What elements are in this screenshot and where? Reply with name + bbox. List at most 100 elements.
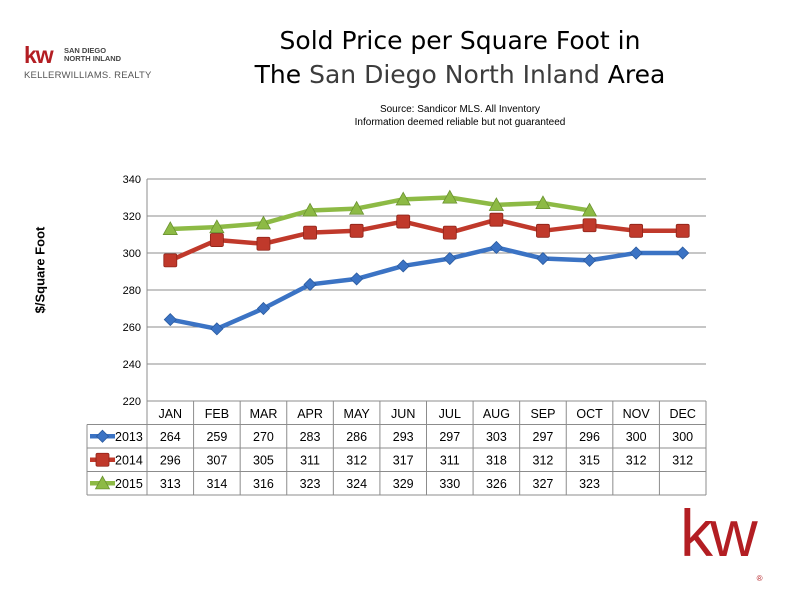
title-post: Area <box>607 60 666 89</box>
data-point-2015 <box>535 195 551 210</box>
data-point-2015 <box>488 197 505 211</box>
legend-key-marker-2015 <box>94 475 111 490</box>
x-tick-label: MAY <box>344 407 371 421</box>
chart-title-line2: The San Diego North Inland Area <box>180 60 740 89</box>
data-point-2014 <box>256 236 271 251</box>
x-tick-label: NOV <box>623 407 651 421</box>
legend-key-marker-2014 <box>95 452 110 467</box>
table-cell-2015: 316 <box>253 477 274 491</box>
series-line-2013 <box>168 245 685 332</box>
x-tick-label: OCT <box>576 407 603 421</box>
table-cell-2014: 317 <box>393 453 414 467</box>
y-tick-label: 240 <box>123 359 141 371</box>
x-tick-label: APR <box>297 407 323 421</box>
legend-label-2015: 2015 <box>115 477 143 491</box>
data-point-2013 <box>303 277 317 292</box>
data-point-2013 <box>443 251 457 266</box>
table-cell-2013: 297 <box>439 430 460 444</box>
data-point-2014 <box>396 214 411 229</box>
kw-logo-mark: kw <box>24 42 54 68</box>
table-cell-2013: 259 <box>206 430 227 444</box>
table-cell-2014: 305 <box>253 453 274 467</box>
table-cell-2013: 297 <box>533 430 554 444</box>
logo-region-line2: NORTH INLAND <box>64 54 122 63</box>
data-point-2013 <box>536 251 550 266</box>
table-cell-2014: 312 <box>346 453 367 467</box>
data-point-2015 <box>348 200 365 215</box>
registered-mark: ® <box>756 574 763 583</box>
data-point-2013 <box>210 322 224 336</box>
data-point-2014 <box>349 223 364 238</box>
keller-williams-logo: kw SAN DIEGO NORTH INLAND KELLERWILLIAMS… <box>24 44 164 84</box>
table-cell-2013: 303 <box>486 430 507 444</box>
table-cell-2013: 293 <box>393 430 414 444</box>
legend-label-2013: 2013 <box>115 430 143 444</box>
data-point-2014 <box>303 225 317 240</box>
data-point-2015 <box>581 202 598 217</box>
x-tick-label: JAN <box>158 407 182 421</box>
table-cell-2013: 264 <box>160 430 181 444</box>
x-tick-label: SEP <box>530 407 555 421</box>
table-cell-2013: 286 <box>346 430 367 444</box>
series-line-2014 <box>168 217 685 263</box>
table-cell-2015: 313 <box>160 477 181 491</box>
data-point-2013 <box>350 272 364 286</box>
x-tick-label: FEB <box>205 407 229 421</box>
table-cell-2015: 329 <box>393 477 414 491</box>
table-cell-2014: 312 <box>533 453 554 467</box>
data-point-2015 <box>442 189 458 204</box>
table-cell-2015: 323 <box>300 477 321 491</box>
logo-region: SAN DIEGO NORTH INLAND <box>64 47 121 63</box>
data-point-2013 <box>629 246 643 260</box>
table-cell-2015: 326 <box>486 477 507 491</box>
table-cell-2014: 312 <box>626 453 647 467</box>
table-cell-2013: 270 <box>253 430 274 444</box>
data-point-2013 <box>256 301 271 316</box>
kw-logo-large: kw® <box>680 500 763 583</box>
table-cell-2013: 296 <box>579 430 600 444</box>
chart-title-line1: Sold Price per Square Foot in <box>279 26 641 55</box>
logo-brand: KELLERWILLIAMS. REALTY <box>24 70 152 81</box>
data-point-2014 <box>536 223 550 238</box>
series-line-2015 <box>168 195 592 232</box>
title-pre: The <box>254 60 302 89</box>
logo-region-line1: SAN DIEGO <box>64 46 107 55</box>
data-point-2014 <box>442 225 457 240</box>
table-cell-2013: 283 <box>300 430 321 444</box>
title-mid: San Diego North Inland <box>301 60 608 89</box>
data-point-2014 <box>209 233 224 247</box>
y-tick-label: 300 <box>123 248 141 260</box>
table-cell-2015: 314 <box>206 477 227 491</box>
y-tick-label: 340 <box>123 174 141 186</box>
table-cell-2014: 311 <box>300 453 320 467</box>
table-cell-2014: 311 <box>440 453 460 467</box>
table-cell-2015: 327 <box>533 477 554 491</box>
data-point-2014 <box>163 253 178 268</box>
data-point-2013 <box>489 240 503 255</box>
x-tick-label: JUL <box>439 407 461 421</box>
source-note: Source: Sandicor MLS. All Inventory <box>379 104 541 115</box>
table-cell-2013: 300 <box>626 430 647 444</box>
disclaimer-note: Information deemed reliable but not guar… <box>354 117 566 128</box>
data-point-2014 <box>582 218 597 233</box>
legend-key-marker-2013 <box>95 429 110 443</box>
data-point-2013 <box>676 246 690 260</box>
x-tick-label: AUG <box>483 407 510 421</box>
data-point-2015 <box>162 221 178 235</box>
table-cell-2014: 315 <box>579 453 600 467</box>
data-point-2015 <box>209 219 225 234</box>
table-cell-2015: 324 <box>346 477 367 491</box>
x-tick-label: DEC <box>670 407 696 421</box>
data-point-2015 <box>255 215 272 230</box>
data-point-2015 <box>395 191 411 206</box>
y-tick-label: 280 <box>123 285 141 297</box>
data-point-2013 <box>396 259 410 273</box>
table-cell-2013: 300 <box>672 430 693 444</box>
legend-label-2014: 2014 <box>115 453 143 467</box>
x-tick-label: JUN <box>391 407 415 421</box>
table-cell-2014: 312 <box>672 453 693 467</box>
data-point-2014 <box>489 212 504 227</box>
data-point-2015 <box>302 202 318 217</box>
data-point-2014 <box>629 223 644 238</box>
